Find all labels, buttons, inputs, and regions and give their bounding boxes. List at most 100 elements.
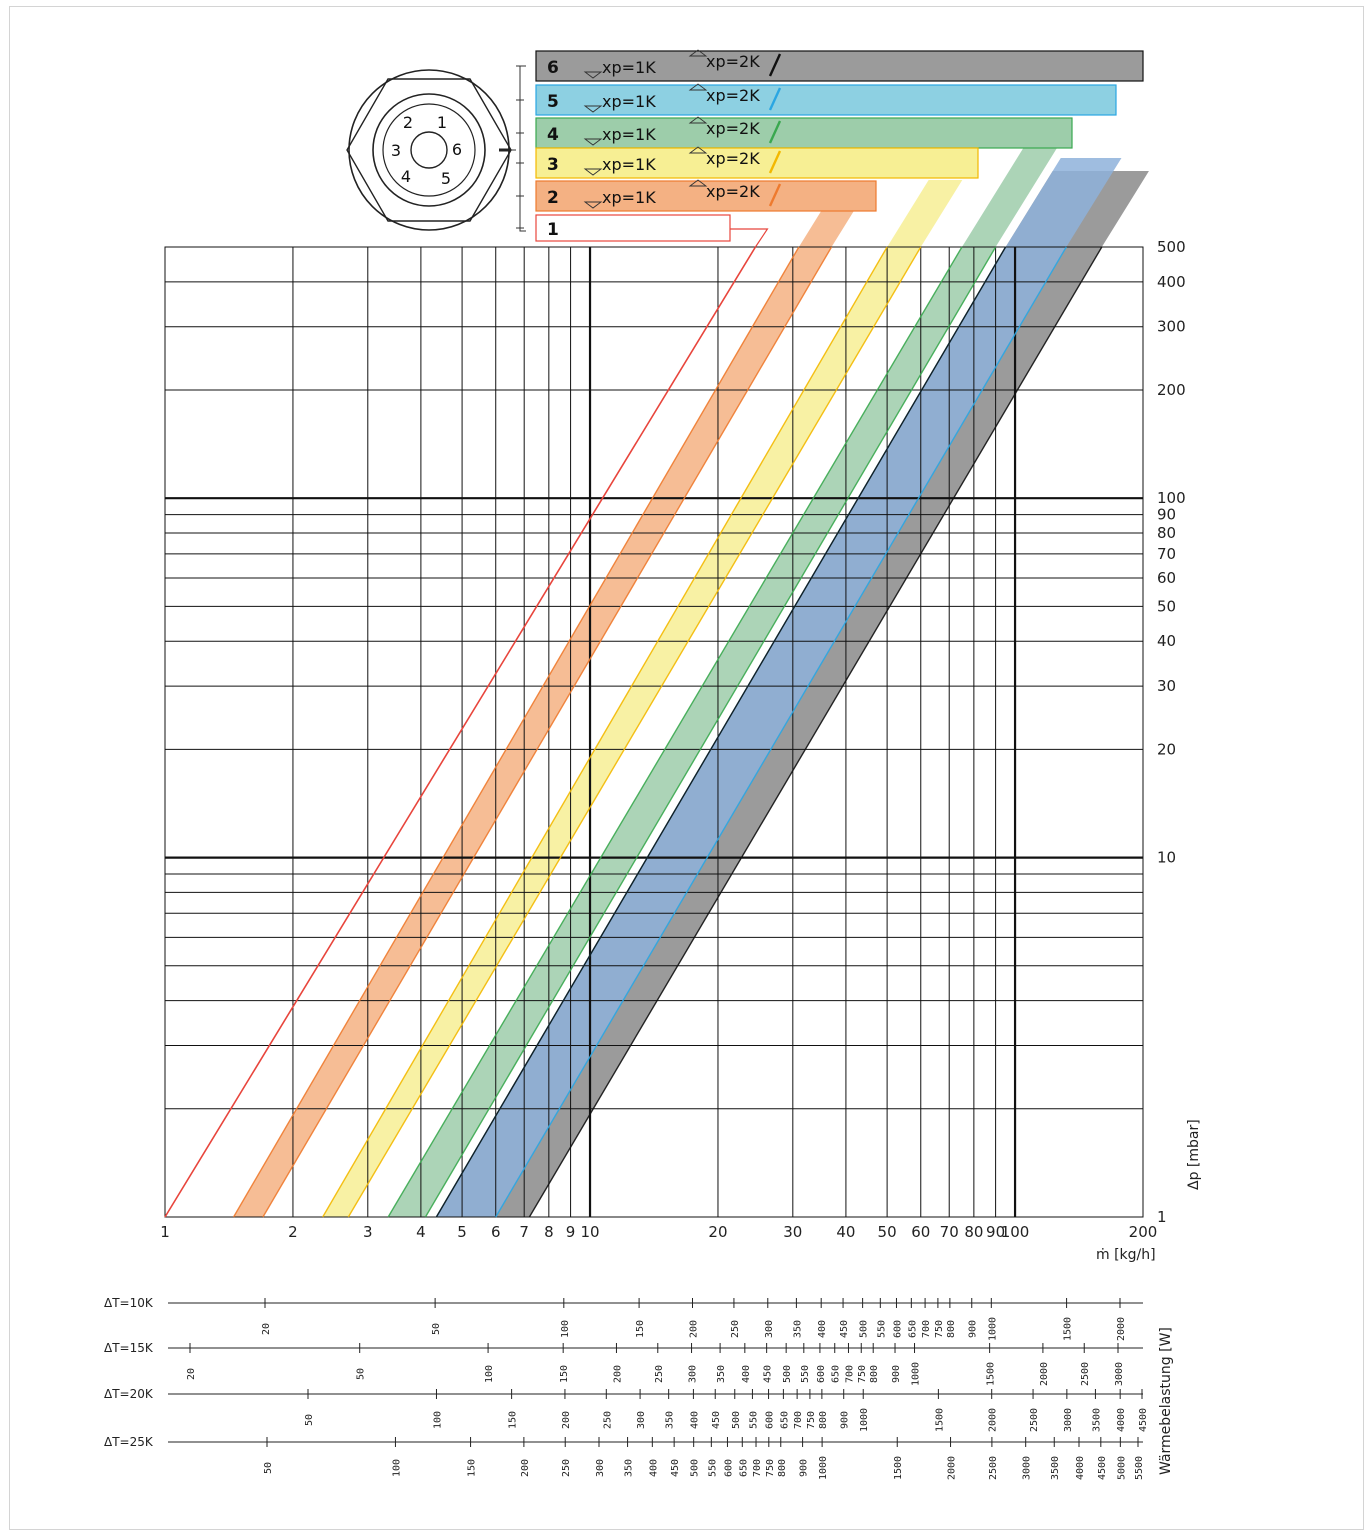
band-setting-3: [322, 180, 963, 1217]
y-tick-label: 20: [1157, 740, 1176, 758]
heat-scale-value: 2500: [988, 1456, 999, 1480]
dial-hexagon: [346, 78, 512, 222]
heat-scale-value: 900: [891, 1365, 902, 1383]
x-tick-label: 50: [878, 1223, 897, 1241]
line-setting-6-xp1k: [435, 246, 1007, 1218]
x-axis-label: ṁ [kg/h]: [1096, 1247, 1156, 1263]
heat-scale-value: 200: [561, 1411, 572, 1429]
heat-scale-value: 5000: [1116, 1456, 1127, 1480]
heat-scale-value: 200: [612, 1365, 623, 1383]
legend-number-5: 5: [547, 92, 559, 112]
down-triangle-icon: [583, 105, 603, 113]
legend-xp1k: xp=1K: [602, 125, 656, 144]
heat-scale-value: 650: [738, 1459, 749, 1477]
x-tick-label: 5: [457, 1223, 467, 1241]
line-setting-6-xp2k: [528, 246, 1103, 1218]
legend-slash-6: [768, 53, 782, 77]
legend-row-6: [535, 50, 1144, 82]
heat-scale-value: 400: [817, 1320, 828, 1338]
setting-lines: [164, 228, 1103, 1218]
heat-scale-value: 400: [689, 1411, 700, 1429]
heat-scale-value: 100: [560, 1320, 571, 1338]
y-tick-label: 60: [1157, 569, 1176, 587]
heat-scale-value: 2500: [1029, 1408, 1040, 1432]
heat-scale-value: 750: [857, 1365, 868, 1383]
dial-number: 6: [452, 140, 462, 159]
heat-scale-value: 4000: [1116, 1408, 1127, 1432]
heat-scale-value: 5500: [1134, 1456, 1145, 1480]
down-triangle-icon: [583, 138, 603, 146]
y-tick-label: 80: [1157, 524, 1176, 542]
heat-scale-value: 650: [907, 1320, 918, 1338]
heat-scale-value: 50: [431, 1323, 442, 1335]
x-tick-label: 200: [1129, 1223, 1158, 1241]
legend-slash-2: [768, 183, 782, 207]
heat-scale-value: 800: [869, 1365, 880, 1383]
y-tick-label: 90: [1157, 506, 1176, 524]
legend-number-6: 6: [547, 58, 559, 78]
heat-scale-value: 500: [690, 1459, 701, 1477]
line-setting-4-xp2k: [387, 246, 963, 1218]
legend-row-3: [535, 147, 979, 179]
figure-frame: [9, 6, 1364, 1530]
heat-scale-value: 900: [799, 1459, 810, 1477]
dial-number: 3: [391, 141, 401, 160]
x-tick-label: 90: [986, 1223, 1005, 1241]
x-tick-label: 80: [964, 1223, 983, 1241]
legend-number-2: 2: [547, 188, 559, 208]
y-tick-label: 70: [1157, 545, 1176, 563]
heat-scale-value: 900: [840, 1411, 851, 1429]
heat-scale-value: 700: [793, 1411, 804, 1429]
heat-scale-value: 1000: [911, 1362, 922, 1386]
heat-scale-value: 350: [665, 1411, 676, 1429]
legend-slash-4: [768, 120, 782, 144]
heat-scale-value: 600: [816, 1365, 827, 1383]
leader-setting-1: [730, 228, 769, 248]
heat-scale-value: 2000: [1116, 1317, 1127, 1341]
down-triangle-icon: [583, 201, 603, 209]
heat-scale-value: 1000: [987, 1317, 998, 1341]
heat-scale-value: 800: [777, 1459, 788, 1477]
heat-scale-value: 900: [968, 1320, 979, 1338]
heat-scale-value: 700: [921, 1320, 932, 1338]
heat-scale-value: 1500: [934, 1408, 945, 1432]
heat-scale-value: 150: [508, 1411, 519, 1429]
heat-scale-value: 100: [484, 1365, 495, 1383]
heat-scale-value: 4000: [1075, 1456, 1086, 1480]
heat-scale-value: 300: [764, 1320, 775, 1338]
legend-row-4: [535, 117, 1073, 149]
dial-center: [410, 131, 448, 169]
heat-scale-value: 250: [730, 1320, 741, 1338]
heat-scale-value: 350: [792, 1320, 803, 1338]
down-triangle-icon: [583, 71, 603, 79]
heat-scale-value: 1500: [893, 1456, 904, 1480]
heat-scale-value: 50: [356, 1368, 367, 1380]
heat-scale-value: 3500: [1050, 1456, 1061, 1480]
heat-scale-value: 3000: [1114, 1362, 1125, 1386]
heat-scale-value: 250: [654, 1365, 665, 1383]
x-tick-label: 100: [1001, 1223, 1030, 1241]
legend-xp2k: xp=2K: [706, 149, 760, 168]
heat-scale-value: 450: [839, 1320, 850, 1338]
heat-scale-value: 550: [800, 1365, 811, 1383]
chart-grid: [164, 246, 1144, 1218]
heat-scale-value: 3000: [1022, 1456, 1033, 1480]
heat-scale-value: 150: [635, 1320, 646, 1338]
x-tick-label: 20: [708, 1223, 727, 1241]
heat-scale-value: 4500: [1138, 1408, 1149, 1432]
x-tick-label: 6: [491, 1223, 501, 1241]
legend-row-5: [535, 84, 1117, 116]
heat-scale-value: 450: [763, 1365, 774, 1383]
heat-scale-value: 500: [782, 1365, 793, 1383]
x-tick-label: 40: [836, 1223, 855, 1241]
heat-scale-value: 1000: [818, 1456, 829, 1480]
heat-scale-value: 800: [818, 1411, 829, 1429]
heat-scale-value: 150: [559, 1365, 570, 1383]
dial-number: 2: [403, 113, 413, 132]
legend-bracket: [519, 65, 526, 232]
heat-scale-value: 300: [688, 1365, 699, 1383]
heat-scale-value: 750: [934, 1320, 945, 1338]
heat-scale-value: 800: [946, 1320, 957, 1338]
